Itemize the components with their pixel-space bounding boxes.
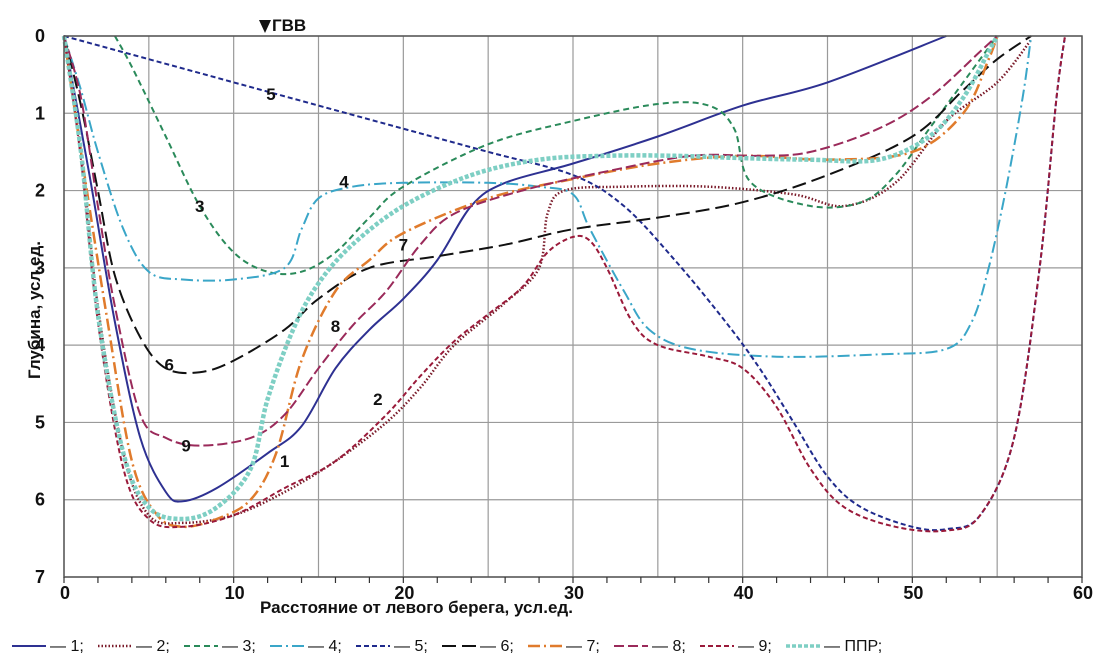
curve-label: 7 <box>399 236 408 255</box>
series-line-8 <box>63 35 998 447</box>
x-axis-title: Расстояние от левого берега, усл.ед. <box>260 598 573 617</box>
plot-frame <box>63 35 1083 583</box>
legend-label-5: — 5; <box>394 638 428 655</box>
series-line-4 <box>63 35 1033 358</box>
series-layer <box>61 34 1066 533</box>
x-tick-label: 30 <box>564 583 584 603</box>
curve-label: 5 <box>266 85 275 104</box>
legend-label-3: — 3; <box>222 638 256 655</box>
y-tick-label: 6 <box>35 490 45 510</box>
x-tick-label: 50 <box>903 583 923 603</box>
curve-label: 6 <box>164 355 173 374</box>
y-tick-label: 4 <box>35 335 45 355</box>
curve-label: 8 <box>331 317 340 336</box>
series-line-1 <box>63 35 947 503</box>
y-tick-label: 5 <box>35 412 45 432</box>
y-axis-title: Глубина, усл.ед. <box>25 241 44 379</box>
gvv-label: ГВВ <box>272 16 306 35</box>
x-tick-label: 20 <box>394 583 414 603</box>
legend-label-7: — 7; <box>566 638 600 655</box>
legend-label-1: — 1; <box>50 638 84 655</box>
series-line-5 <box>63 35 1066 532</box>
y-tick-label: 0 <box>35 26 45 46</box>
series-line-6 <box>63 35 1032 375</box>
plot-grid <box>63 35 1083 578</box>
y-tick-label: 1 <box>35 103 45 123</box>
gvv-marker: ГВВ <box>259 16 306 35</box>
curve-label: 9 <box>181 437 190 456</box>
legend-label-10: — ППР; <box>824 638 882 655</box>
y-tick-label: 2 <box>35 181 45 201</box>
legend-label-4: — 4; <box>308 638 342 655</box>
series-line-10 <box>61 34 1000 522</box>
x-tick-label: 40 <box>734 583 754 603</box>
legend-label-2: — 2; <box>136 638 170 655</box>
curve-labels: 1 2 3 4 5 6 7 8 9 <box>164 85 408 471</box>
y-tick-label: 7 <box>35 567 45 587</box>
series-line-3 <box>114 35 999 276</box>
curve-label: 2 <box>373 390 382 409</box>
curve-label: 4 <box>339 172 349 191</box>
legend: — 1; — 2; — 3; — 4; — 5; — 6; — 7; — 8; — 9; — ПП… <box>12 638 882 655</box>
x-tick-label: 60 <box>1073 583 1093 603</box>
x-tick-label: 0 <box>60 583 70 603</box>
gvv-arrow-icon <box>259 20 271 33</box>
curve-label: 3 <box>195 197 204 216</box>
x-tick-label: 10 <box>225 583 245 603</box>
legend-label-6: — 6; <box>480 638 514 655</box>
legend-label-8: — 8; <box>652 638 686 655</box>
curve-label: 1 <box>280 452 289 471</box>
y-tick-label: 3 <box>35 258 45 278</box>
series-line-9 <box>63 35 1066 533</box>
legend-label-9: — 9; <box>738 638 772 655</box>
tick-labels: 0 10 20 30 40 50 60 0 1 2 3 4 5 6 7 <box>35 26 1093 603</box>
